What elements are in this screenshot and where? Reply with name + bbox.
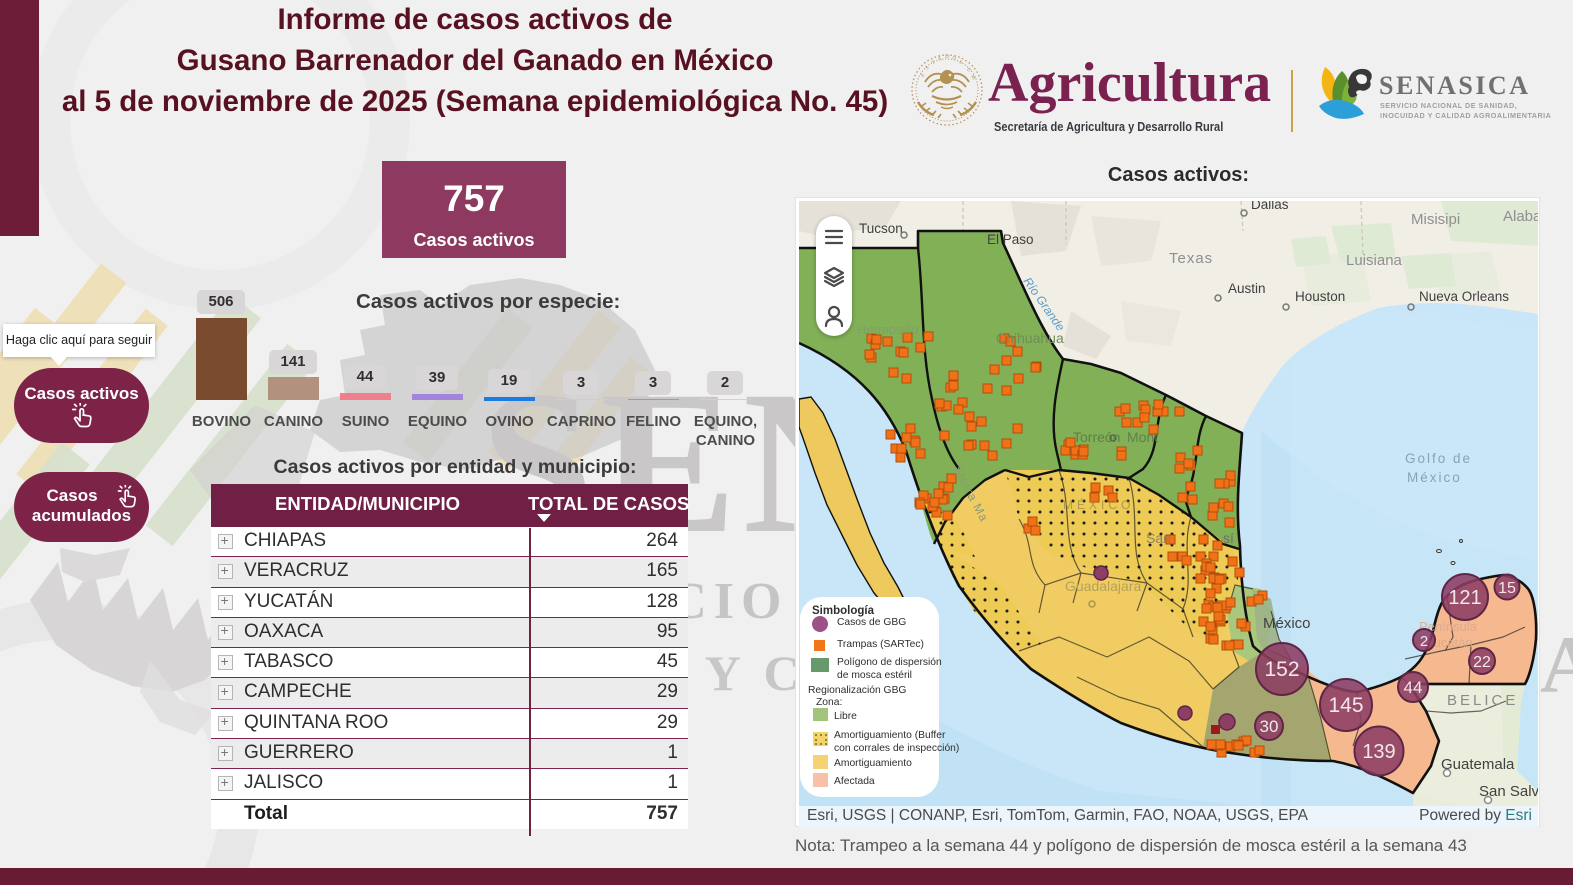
svg-text:22: 22 — [1473, 654, 1491, 671]
svg-text:Dallas: Dallas — [1251, 201, 1289, 212]
svg-text:M: M — [969, 74, 977, 82]
svg-text:Mont: Mont — [1127, 429, 1158, 445]
svg-text:121: 121 — [1448, 587, 1481, 609]
svg-text:El Paso: El Paso — [987, 232, 1034, 247]
svg-text:T: T — [931, 59, 937, 66]
svg-text:139: 139 — [1362, 741, 1395, 763]
svg-text:A: A — [937, 55, 942, 62]
svg-text:Luisiana: Luisiana — [1346, 252, 1403, 269]
svg-text:Texas: Texas — [1169, 250, 1213, 267]
svg-text:México: México — [1263, 615, 1311, 632]
svg-text:Golfo de: Golfo de — [1405, 451, 1472, 466]
svg-text:Hermosillo: Hermosillo — [857, 322, 918, 337]
svg-text:O: O — [952, 55, 957, 62]
svg-text:Chihuahua: Chihuahua — [996, 330, 1064, 346]
svg-text:152: 152 — [1264, 658, 1299, 681]
svg-text:Torreón: Torreón — [1073, 429, 1120, 445]
svg-text:México: México — [1407, 470, 1462, 485]
svg-text:San Salvad: San Salvad — [1479, 783, 1538, 800]
svg-text:Houston: Houston — [1295, 289, 1345, 304]
svg-text:2: 2 — [1420, 633, 1428, 650]
svg-text:Misisipi: Misisipi — [1411, 211, 1460, 228]
svg-text:E: E — [920, 72, 927, 78]
svg-text:sí: sí — [1223, 530, 1234, 546]
svg-text:Tucson: Tucson — [859, 221, 903, 236]
svg-text:Alaba: Alaba — [1503, 208, 1538, 225]
svg-text:30: 30 — [1260, 717, 1279, 736]
svg-text:Península: Península — [1419, 619, 1478, 634]
svg-text:15: 15 — [1498, 580, 1516, 597]
svg-text:145: 145 — [1328, 694, 1363, 717]
svg-text:D: D — [945, 54, 949, 60]
svg-text:Guatemala: Guatemala — [1441, 756, 1515, 773]
svg-text:Nueva Orleans: Nueva Orleans — [1419, 289, 1509, 304]
svg-text:San: San — [1146, 530, 1171, 546]
svg-text:S: S — [924, 65, 930, 72]
svg-text:MÉXICO: MÉXICO — [1063, 497, 1134, 512]
svg-text:S: S — [958, 59, 963, 66]
svg-text:Austin: Austin — [1228, 281, 1266, 296]
svg-text:U: U — [965, 67, 972, 74]
svg-text:BELICE: BELICE — [1447, 692, 1518, 709]
svg-text:Guadalajara: Guadalajara — [1065, 578, 1141, 594]
svg-text:44: 44 — [1404, 678, 1423, 697]
